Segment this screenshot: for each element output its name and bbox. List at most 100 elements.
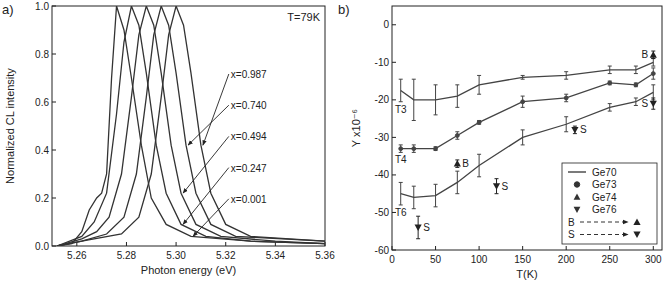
y-tick-label: 0.4	[35, 145, 49, 156]
curve-label: T6	[395, 207, 407, 218]
x-tick-label: 5.34	[266, 250, 286, 261]
x-tick-label: 5.32	[216, 250, 236, 261]
x-tick	[176, 242, 177, 246]
y-tick-label: 0	[383, 19, 389, 30]
x-tick	[435, 246, 436, 250]
y-tick	[52, 150, 56, 151]
data-point	[608, 81, 612, 85]
legend-symbol	[574, 194, 581, 200]
curve-label: x=0.740	[231, 100, 267, 111]
curve-label: x=0.987	[231, 69, 267, 80]
legend	[562, 163, 657, 244]
y-tick-label: 0.8	[35, 49, 49, 60]
data-point	[521, 100, 525, 104]
series-line	[57, 6, 325, 246]
x-tick-label: 50	[430, 254, 442, 265]
x-tick-label: 0	[389, 254, 395, 265]
x-tick-label: 200	[558, 254, 575, 265]
x-tick	[225, 242, 226, 246]
x-tick-label: 5.26	[67, 250, 87, 261]
y-tick	[52, 54, 56, 55]
y-tick	[392, 62, 396, 63]
point-label: B	[642, 49, 649, 60]
y-tick-label: 0.0	[35, 241, 49, 252]
data-point	[415, 225, 422, 231]
x-tick	[479, 246, 480, 250]
x-tick-label: 5.36	[315, 250, 335, 261]
y-tick	[52, 246, 56, 247]
error-bar	[434, 85, 438, 115]
x-tick	[522, 246, 523, 250]
panel-label: a)	[2, 2, 14, 17]
data-point	[493, 183, 500, 189]
series-line	[401, 62, 654, 100]
data-point	[564, 96, 568, 100]
background	[0, 0, 669, 285]
legend-symbol	[574, 207, 581, 213]
panel-label: b)	[338, 2, 350, 17]
error-bar	[434, 184, 438, 207]
error-bar	[564, 117, 568, 132]
curve-label: x=0.001	[231, 194, 267, 205]
point-label: S	[423, 222, 430, 233]
error-bar	[434, 147, 438, 151]
curve-label: x=0.247	[231, 163, 267, 174]
x-tick	[566, 246, 567, 250]
error-bar	[564, 72, 568, 80]
x-tick	[609, 246, 610, 250]
y-tick	[392, 99, 396, 100]
y-tick	[392, 24, 396, 25]
x-axis-label: Photon energy (eV)	[141, 264, 236, 276]
error-bar	[399, 79, 403, 102]
series-line	[57, 6, 325, 246]
data-point	[650, 51, 657, 57]
y-tick-label: 0.6	[35, 97, 49, 108]
legend-label: Ge74	[592, 192, 617, 203]
y-tick-label: -40	[375, 169, 390, 180]
legend-label: Ge73	[592, 179, 617, 190]
y-tick-label: 1.0	[35, 1, 49, 12]
error-bar	[399, 182, 403, 205]
y-tick-label: -20	[375, 94, 390, 105]
y-tick	[52, 6, 56, 7]
figure: a)5.265.285.305.325.345.360.00.20.40.60.…	[0, 0, 669, 285]
point-label: S	[502, 181, 509, 192]
legend-label: B	[568, 217, 575, 228]
point-label: S	[642, 98, 649, 109]
y-tick	[392, 137, 396, 138]
data-point	[454, 160, 461, 166]
series-line	[57, 6, 325, 246]
curve-label: T3	[395, 104, 407, 115]
x-tick-label: 5.28	[117, 250, 137, 261]
x-tick	[392, 246, 393, 250]
curve-label: T4	[395, 154, 407, 165]
data-point	[651, 72, 655, 76]
error-bar	[608, 104, 612, 112]
error-bar	[521, 75, 525, 79]
legend-symbol	[633, 218, 640, 224]
error-bar	[477, 75, 481, 94]
y-tick-label: -50	[375, 207, 390, 218]
legend-arrow	[580, 234, 628, 235]
legend-arrow	[580, 222, 628, 223]
error-bar	[651, 68, 655, 79]
plot-frame	[52, 6, 325, 246]
y-axis-label: Normalized CL intensity	[4, 68, 16, 184]
plot-frame	[392, 6, 662, 250]
error-bar	[634, 66, 638, 74]
y-axis-label: Y x10⁻⁶	[350, 109, 362, 147]
error-bar	[634, 83, 638, 87]
error-bar	[455, 171, 459, 194]
data-point	[412, 147, 416, 151]
point-label: B	[462, 158, 469, 169]
error-bar	[634, 98, 638, 106]
error-bar	[521, 130, 525, 145]
data-point	[434, 147, 438, 151]
label-arrow	[183, 136, 229, 193]
legend-label: Ge70	[592, 167, 617, 178]
error-bar	[477, 154, 481, 177]
legend-label: S	[568, 229, 575, 240]
x-tick-label: 100	[471, 254, 488, 265]
error-bar	[608, 81, 612, 85]
data-point	[634, 83, 638, 87]
